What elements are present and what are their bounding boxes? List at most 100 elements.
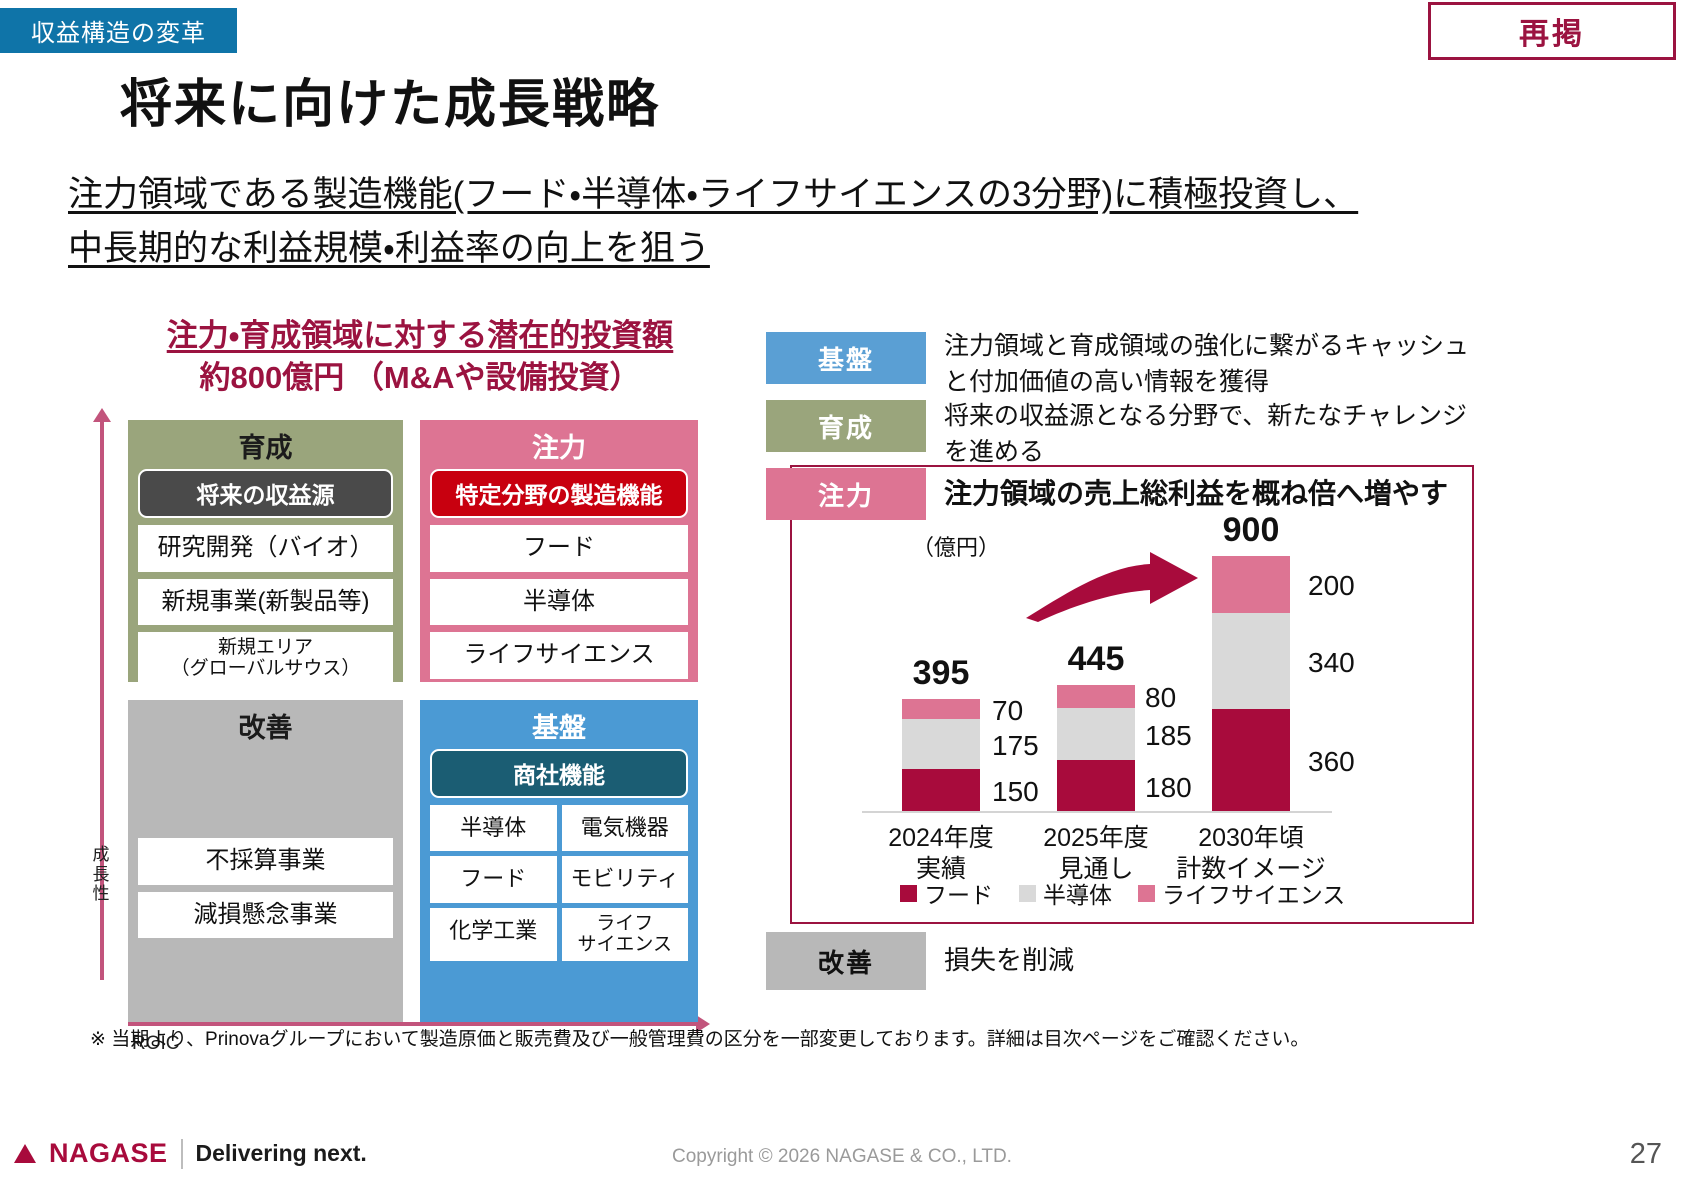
reprint-badge: 再掲 <box>1428 2 1676 60</box>
x-axis-label-2: 2025年度 見通し <box>1043 824 1149 883</box>
desc-kaizen: 損失を削減 <box>944 945 1075 975</box>
bar-3 <box>1212 556 1290 811</box>
bar-3-segment-半導体 <box>1212 612 1290 709</box>
lead-line-2: 中長期的な利益規模・利益率の向上を狙う <box>68 229 710 269</box>
legend-label-food: フード <box>924 882 993 908</box>
segment-value-2-ライフサイエンス: 80 <box>1145 682 1177 714</box>
quadrant-ikusei-pill: 将来の収益源 <box>138 469 393 518</box>
segment-value-1-フード: 150 <box>992 775 1039 807</box>
quadrant-kiban-cell-6: ライフ サイエンス <box>561 907 688 962</box>
x-axis-label-3: 2030年頃 計数イメージ <box>1176 824 1326 883</box>
chart-unit-label: （億円） <box>912 535 1001 560</box>
quadrant-chuuryoku: 注力 特定分野の製造機能 フード 半導体 ライフサイエンス <box>420 420 698 682</box>
chart-legend: フード 半導体 ライフサイエンス <box>900 876 1345 910</box>
matrix-heading-line-1: 注力・育成領域に対する潜在的投資額 <box>166 318 674 353</box>
brand-name: NAGASE <box>49 1138 168 1168</box>
quadrant-kiban-cell-4: モビリティ <box>561 856 688 903</box>
quadrant-kiban-title: 基盤 <box>532 713 586 743</box>
quadrant-ikusei-cell-3: 新規エリア （グローバルサウス） <box>138 632 393 686</box>
chart-title: 注力領域の売上総利益を概ね倍へ増やす <box>944 478 1449 509</box>
axis-label-roic: ROIC <box>132 1033 180 1054</box>
quadrant-chuuryoku-title: 注力 <box>532 433 586 463</box>
bar-2-segment-フード <box>1057 760 1135 811</box>
bar-2-segment-半導体 <box>1057 707 1135 760</box>
quadrant-chuuryoku-cell-1: フード <box>430 525 688 572</box>
legend-swatch-life <box>1138 884 1155 902</box>
bar-1-segment-半導体 <box>902 718 980 769</box>
legend-item-food: フード <box>900 876 993 910</box>
bar-total-label-2: 445 <box>1067 639 1125 678</box>
quadrant-chuuryoku-pill: 特定分野の製造機能 <box>430 469 688 518</box>
brand-logo: NAGASE Delivering next. <box>14 1138 367 1169</box>
footnote: ※ 当期より、Prinovaグループにおいて製造原価と販売費及び一般管理費の区分… <box>90 1029 1310 1050</box>
quadrant-kiban-cell-3: フード <box>430 856 557 903</box>
legend-swatch-semi <box>1019 884 1036 902</box>
quadrant-kiban-grid: 半導体 電気機器 フード モビリティ 化学工業 ライフ サイエンス <box>430 805 688 962</box>
quadrant-kiban-cell-2: 電気機器 <box>561 805 688 852</box>
segment-value-1-半導体: 175 <box>992 729 1039 761</box>
bar-2-segment-ライフサイエンス <box>1057 684 1135 708</box>
tag-kaizen-label: 改善 <box>817 947 874 978</box>
segment-value-3-半導体: 340 <box>1308 646 1355 678</box>
tag-kiban-label: 基盤 <box>817 344 874 375</box>
page-title: 将来に向けた成長戦略 <box>120 76 661 134</box>
tag-ikusei: 育成 <box>766 400 926 452</box>
bar-3-segment-ライフサイエンス <box>1212 556 1290 613</box>
copyright: Copyright © 2026 NAGASE & CO., LTD. <box>672 1146 1012 1167</box>
bar-total-label-3: 900 <box>1222 511 1280 549</box>
chart-baseline <box>862 811 1332 813</box>
quadrant-chuuryoku-cell-3: ライフサイエンス <box>430 632 688 679</box>
quadrant-kaizen-title: 改善 <box>238 713 293 743</box>
segment-value-2-フード: 180 <box>1145 771 1192 803</box>
segment-value-3-ライフサイエンス: 200 <box>1308 570 1355 602</box>
segment-value-2-半導体: 185 <box>1145 719 1192 751</box>
tag-kiban: 基盤 <box>766 332 926 384</box>
legend-label-life: ライフサイエンス <box>1162 882 1346 908</box>
legend-swatch-food <box>900 884 917 902</box>
bar-chart-plot: 395 150 175 70 2024年度 実績 445 180 185 80 2025年度 見通し 9… <box>862 511 1355 883</box>
legend-item-life: ライフサイエンス <box>1138 876 1345 910</box>
quadrant-kaizen: 改善 不採算事業 減損懸念事業 <box>128 700 403 1022</box>
topic-tag-label: 収益構造の変革 <box>31 20 206 47</box>
brand-tagline: Delivering next. <box>195 1140 367 1166</box>
quadrant-chuuryoku-cell-2: 半導体 <box>430 578 688 626</box>
quadrant-ikusei-cell-1: 研究開発（バイオ） <box>138 525 393 572</box>
nagase-triangle-icon <box>14 1144 36 1163</box>
topic-tag: 収益構造の変革 <box>0 8 237 53</box>
bar-1 <box>902 699 980 811</box>
tag-ikusei-label: 育成 <box>817 412 874 443</box>
matrix-heading-line-2: 約800億円 （M&Aや設備投資） <box>199 359 641 395</box>
segment-value-1-ライフサイエンス: 70 <box>992 695 1024 726</box>
bar-3-segment-フード <box>1212 709 1290 811</box>
tag-chuuryoku: 注力 <box>766 468 926 520</box>
bar-1-segment-フード <box>902 768 980 811</box>
legend-label-semi: 半導体 <box>1043 882 1112 908</box>
page-number: 27 <box>1629 1138 1662 1170</box>
quadrant-kiban-cell-1: 半導体 <box>430 805 557 852</box>
growth-arrow-icon <box>1026 552 1198 622</box>
segment-value-3-フード: 360 <box>1308 746 1355 777</box>
desc-kiban: 注力領域と育成領域の強化に繋がるキャッシュ と付加価値の高い情報を獲得 <box>944 332 1470 397</box>
tag-chuuryoku-label: 注力 <box>817 480 874 511</box>
desc-ikusei: 将来の収益源となる分野で、新たなチャレンジ を進める <box>944 402 1468 467</box>
brand-divider <box>180 1138 183 1169</box>
lead-paragraph: 注力領域である製造機能(フード・半導体・ライフサイエンスの3分野)に積極投資し、… <box>68 168 1448 277</box>
quadrant-kiban-pill: 商社機能 <box>430 749 688 798</box>
quadrant-kiban: 基盤 商社機能 半導体 電気機器 フード モビリティ 化学工業 ライフ サイエンス <box>420 700 698 1022</box>
quadrant-ikusei-title: 育成 <box>238 433 293 463</box>
bar-total-label-1: 395 <box>912 654 970 693</box>
quadrant-kaizen-cell-2: 減損懸念事業 <box>138 891 393 939</box>
quadrant-kiban-cell-5: 化学工業 <box>430 907 557 962</box>
bar-2 <box>1057 684 1135 811</box>
quadrant-ikusei: 育成 将来の収益源 研究開発（バイオ） 新規事業(新製品等) 新規エリア （グロー… <box>128 420 403 686</box>
x-axis-label-1: 2024年度 実績 <box>888 824 994 883</box>
reprint-badge-label: 再掲 <box>1519 18 1585 51</box>
quadrant-kaizen-cell-1: 不採算事業 <box>138 838 393 885</box>
axis-label-growth: 成長性 <box>92 845 110 904</box>
matrix-heading: 注力・育成領域に対する潜在的投資額 約800億円 （M&Aや設備投資） <box>110 315 730 399</box>
legend-item-semi: 半導体 <box>1019 876 1112 910</box>
bar-1-segment-ライフサイエンス <box>902 699 980 719</box>
quadrant-ikusei-cell-2: 新規事業(新製品等) <box>138 578 393 626</box>
growth-axis-arrow <box>93 408 111 980</box>
roic-axis-arrow <box>128 1015 710 1033</box>
